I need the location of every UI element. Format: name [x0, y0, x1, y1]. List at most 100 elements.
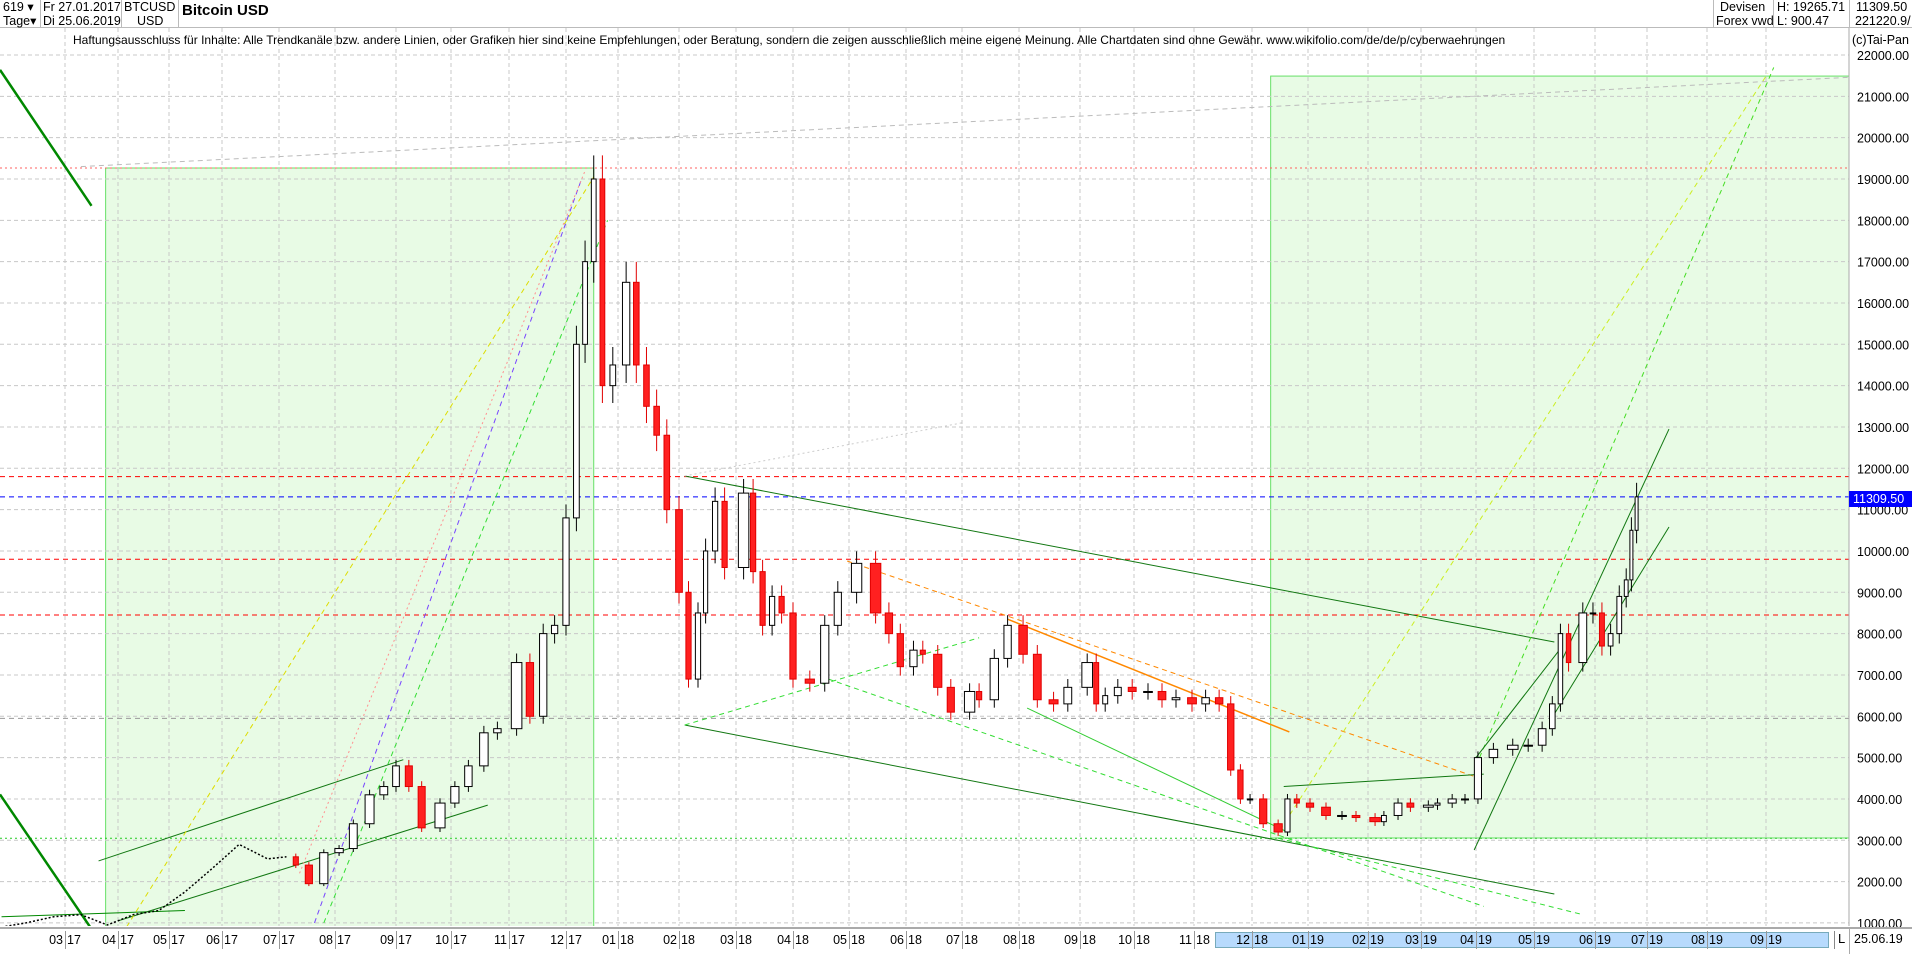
- chart-header: 619 ▾ Tage▾ Fr 27.01.2017 Di 25.06.2019 …: [0, 0, 1912, 28]
- x-tick-year: 19: [1478, 933, 1492, 947]
- x-tick-year: 17: [120, 933, 134, 947]
- price-line: [3, 843, 287, 926]
- x-tick: [222, 931, 223, 949]
- x-tick-year: 18: [851, 933, 865, 947]
- candle-body: [573, 343, 580, 519]
- x-tick-month: 12: [1236, 933, 1250, 947]
- candle-body: [1460, 798, 1470, 801]
- x-tick-month: 10: [435, 933, 449, 947]
- candle-body: [1048, 699, 1059, 705]
- candle-body: [711, 500, 719, 552]
- trend-line: [846, 560, 1477, 778]
- x-tick-month: 11: [494, 933, 507, 947]
- x-tick-year: 19: [1423, 933, 1437, 947]
- candle-body: [804, 678, 815, 684]
- candle-body: [334, 848, 344, 854]
- trend-line: [1475, 645, 1563, 758]
- candle-body: [759, 571, 766, 626]
- y-tick-label: 8000.00: [1857, 628, 1902, 642]
- candle-body: [1565, 633, 1572, 664]
- x-tick-month: 12: [550, 933, 564, 947]
- candle-body: [1598, 612, 1605, 647]
- candle-body: [663, 434, 671, 511]
- candle-body: [1589, 612, 1597, 615]
- x-tick-month: 09: [1750, 933, 1764, 947]
- low-value: L: 900.47: [1777, 14, 1830, 28]
- candle-body: [721, 500, 728, 568]
- trend-line: [1475, 67, 1775, 767]
- trend-line: [117, 804, 488, 922]
- x-tick: [1421, 931, 1422, 949]
- candle-body: [1171, 697, 1181, 701]
- x-tick: [1707, 931, 1708, 949]
- x-tick-month: 02: [1352, 933, 1366, 947]
- scale-mode-button[interactable]: L: [1834, 931, 1849, 949]
- candle-body: [1187, 697, 1197, 705]
- y-tick-label: 7000.00: [1857, 669, 1902, 683]
- x-tick-year: 18: [1021, 933, 1035, 947]
- x-tick-month: 11: [1179, 933, 1192, 947]
- last-price-label: 11309.50: [1849, 491, 1912, 507]
- candle-body: [919, 649, 926, 655]
- candle-body: [1201, 697, 1210, 705]
- candle-body: [539, 633, 548, 717]
- candle-body: [989, 657, 999, 701]
- candle-body: [1393, 802, 1403, 816]
- candle-body: [737, 492, 750, 568]
- x-tick-year: 18: [1254, 933, 1268, 947]
- candle-body: [1032, 653, 1042, 701]
- y-tick-label: 22000.00: [1857, 49, 1909, 63]
- x-tick: [793, 931, 794, 949]
- candle-body: [1623, 579, 1629, 597]
- date-to[interactable]: Di 25.06.2019: [43, 14, 121, 28]
- candle-body: [1616, 595, 1623, 635]
- candle-body: [675, 509, 683, 593]
- candle-body: [1293, 798, 1300, 804]
- x-tick-month: 08: [319, 933, 333, 947]
- candle-body: [975, 690, 983, 701]
- candle-body: [833, 591, 842, 626]
- candle-body: [1578, 612, 1588, 664]
- candle-body: [694, 612, 702, 680]
- trend-line: [1279, 72, 1769, 831]
- y-tick-label: 17000.00: [1857, 256, 1909, 270]
- x-tick: [335, 931, 336, 949]
- candle-body: [633, 281, 640, 366]
- candle-body: [1488, 748, 1499, 759]
- x-tick: [679, 931, 680, 949]
- candle-body: [1237, 769, 1244, 800]
- x-tick: [1134, 931, 1135, 949]
- candle-body: [1380, 814, 1387, 823]
- candle-body: [685, 591, 692, 680]
- x-tick-year: 18: [908, 933, 922, 947]
- y-tick-label: 3000.00: [1857, 834, 1902, 848]
- x-tick-year: 17: [67, 933, 81, 947]
- candle-body: [1549, 703, 1556, 730]
- x-tick-year: 18: [1136, 933, 1150, 947]
- period-dropdown[interactable]: Tage▾: [3, 14, 37, 28]
- bar-count-dropdown[interactable]: 619 ▾: [3, 0, 34, 14]
- x-tick: [1252, 931, 1253, 949]
- candle-body: [850, 562, 863, 593]
- x-tick-month: 03: [1405, 933, 1419, 947]
- candle-body: [404, 765, 413, 788]
- candle-body: [392, 765, 400, 788]
- trend-line: [299, 170, 586, 874]
- date-from[interactable]: Fr 27.01.2017: [43, 0, 121, 14]
- candle-body: [1246, 798, 1254, 801]
- candle-body: [749, 492, 757, 573]
- x-tick: [169, 931, 170, 949]
- copyright: (c)Tai-Pan: [1852, 33, 1909, 47]
- y-tick-label: 6000.00: [1857, 710, 1902, 724]
- x-tick-month: 01: [602, 933, 616, 947]
- x-tick-year: 18: [738, 933, 752, 947]
- x-tick: [849, 931, 850, 949]
- candle-body: [434, 802, 446, 829]
- x-tick: [1476, 931, 1477, 949]
- y-tick-label: 21000.00: [1857, 90, 1909, 104]
- trend-line: [684, 422, 963, 477]
- candle-body: [1473, 757, 1482, 800]
- x-tick-year: 19: [1768, 933, 1782, 947]
- highlight-zone: [1270, 75, 1849, 839]
